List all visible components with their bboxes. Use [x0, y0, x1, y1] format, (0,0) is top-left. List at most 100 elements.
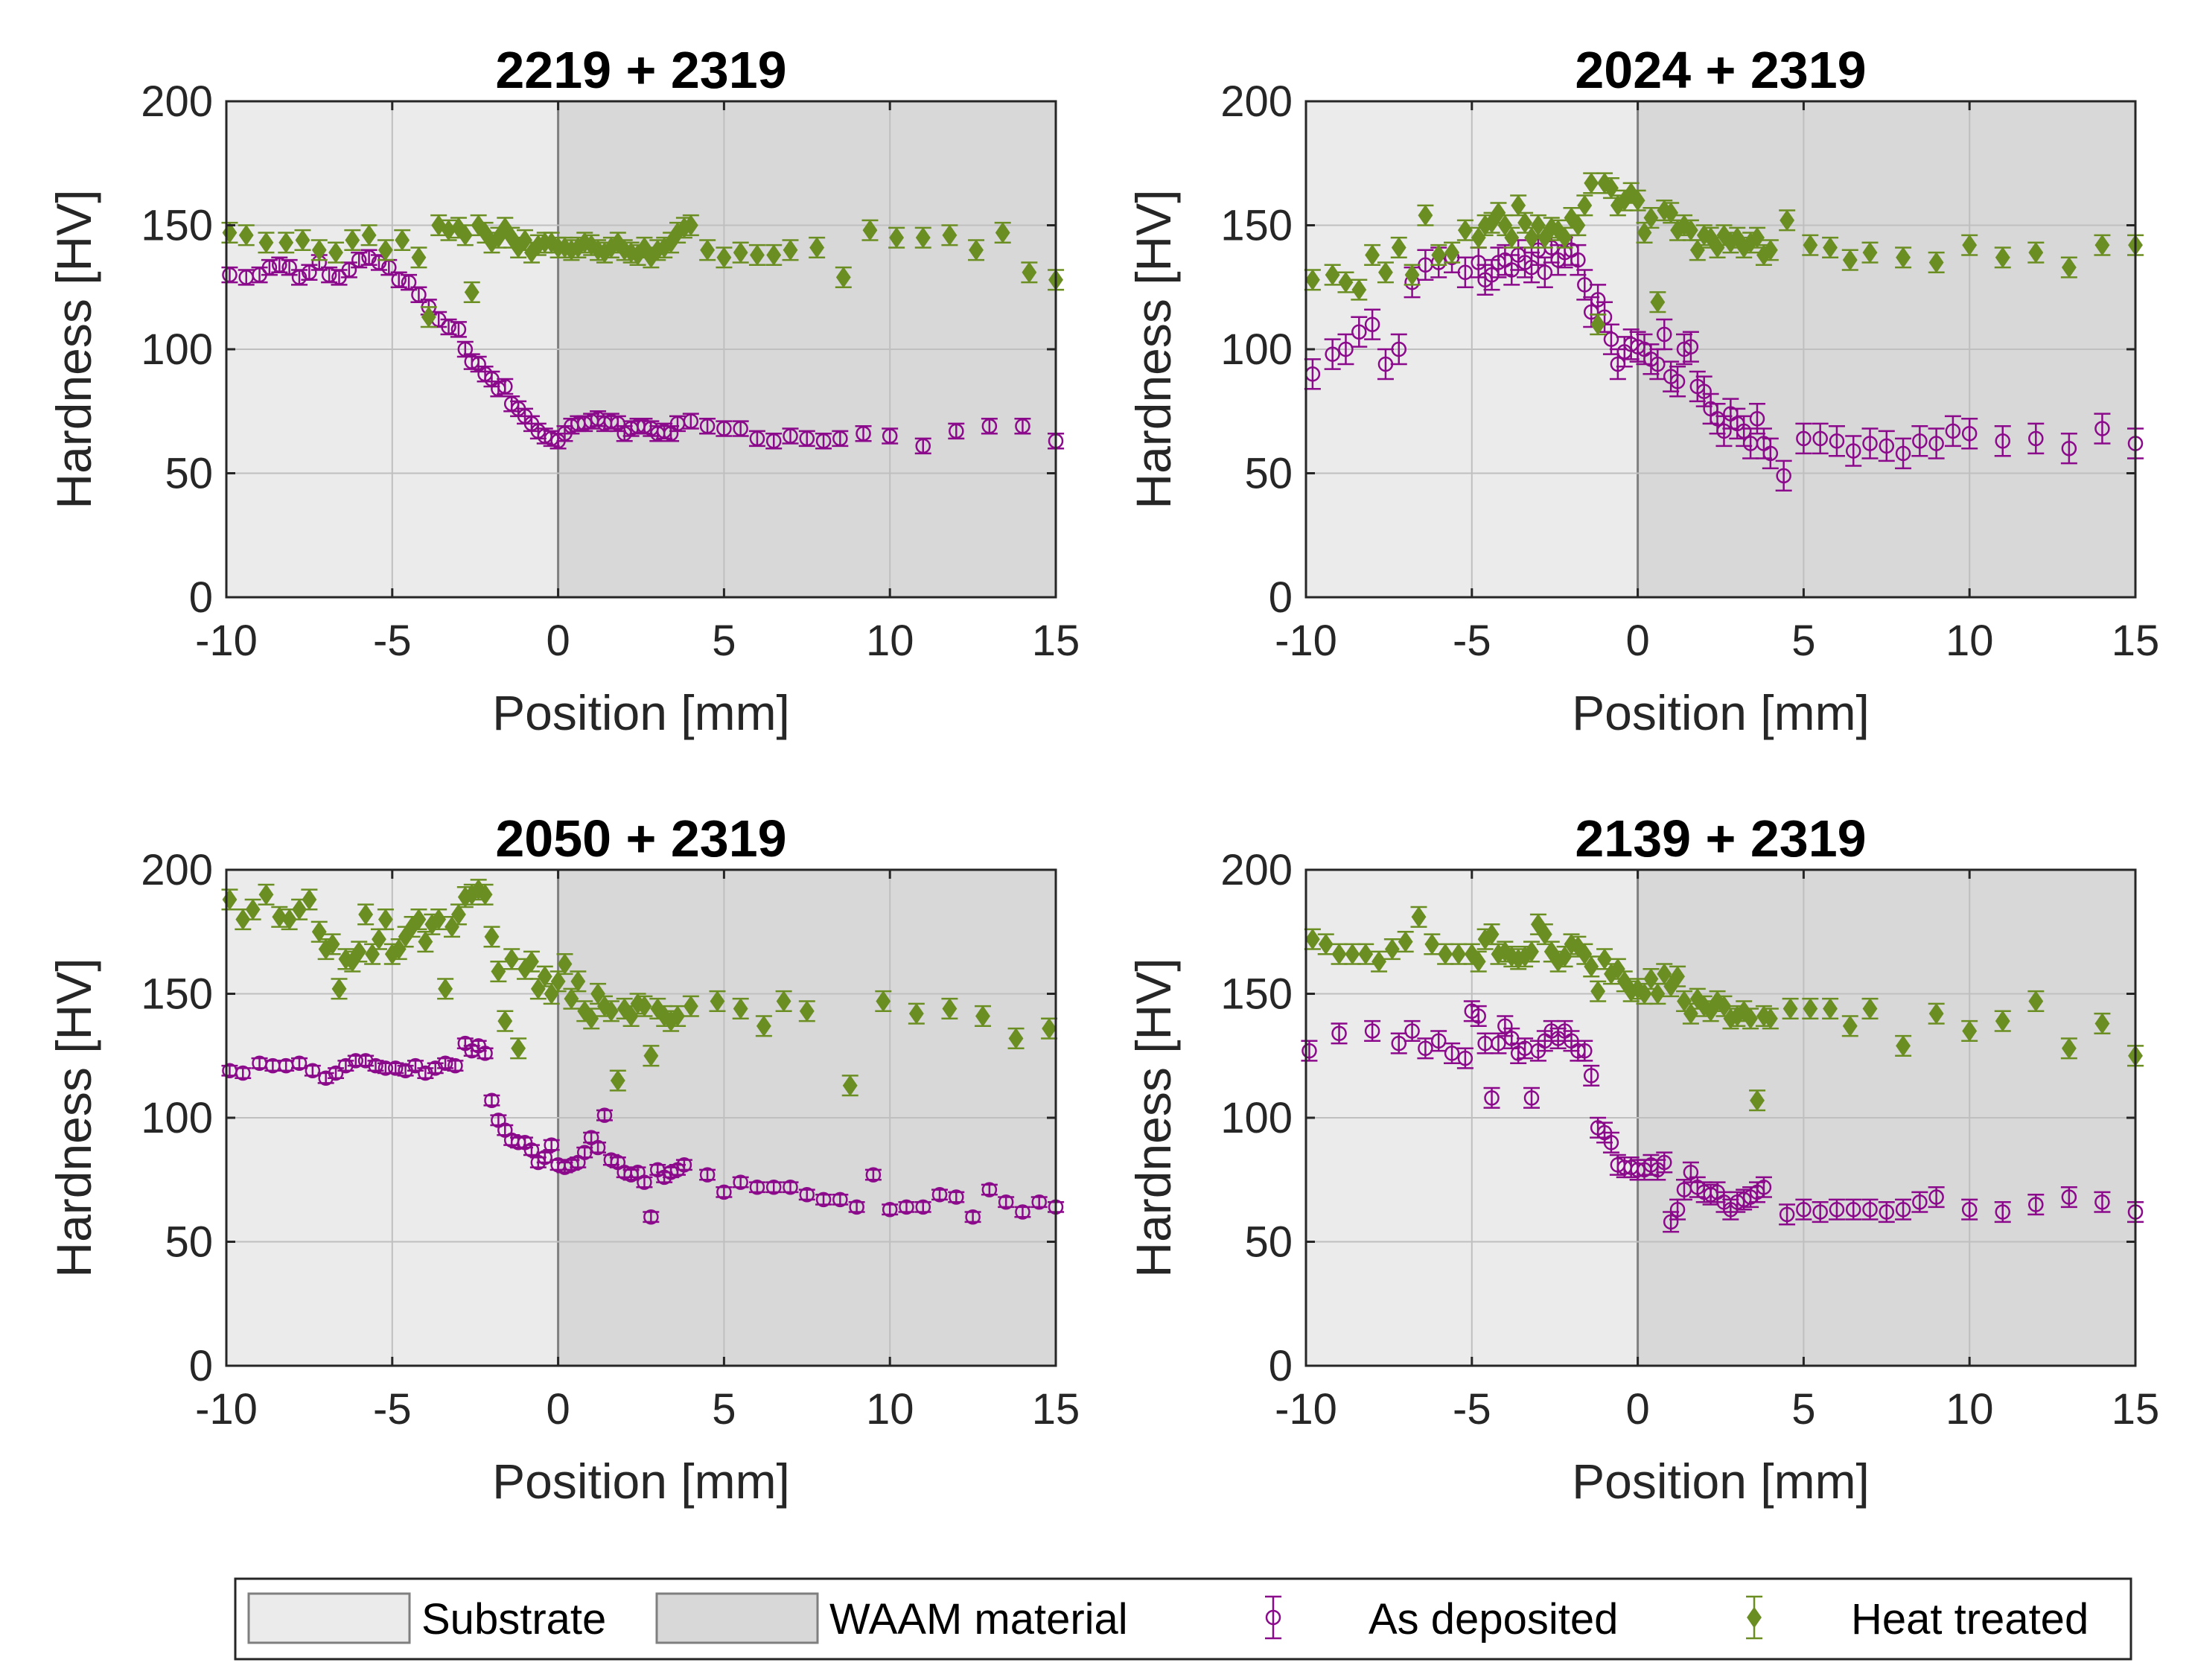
plot4-heat-treated-point-60-diamond — [1823, 998, 1838, 1019]
legend: Substrate WAAM material As deposited Hea… — [234, 1577, 2132, 1661]
plot3-heat-treated-point-65 — [732, 997, 749, 1020]
plot1-heat-treated-point-25-diamond — [517, 229, 532, 251]
plot2-heat-treated-point-59-diamond — [1823, 237, 1838, 258]
plot4-as-deposited-point-6 — [1430, 1030, 1447, 1052]
plot3-heat-treated-point-8 — [310, 920, 328, 943]
plot4-heat-treated-point-61-diamond — [1842, 1015, 1858, 1037]
plot4-as-deposited-point-30-circle — [1603, 1135, 1619, 1151]
plot3-heat-treated-point-49 — [583, 1008, 600, 1030]
plot1-as-deposited-point-7 — [301, 264, 318, 281]
plot4-heat-treated-point-13-diamond — [1471, 950, 1486, 973]
plot3-heat-treated-point-53 — [609, 1069, 626, 1092]
plot4-xtick-label--10: -10 — [1275, 1385, 1337, 1434]
plot1-as-deposited-point-21 — [440, 318, 457, 336]
plot1-heat-treated-point-4 — [294, 229, 311, 252]
plot2-heat-treated-point-5-diamond — [1378, 261, 1393, 284]
plot1-heat-treated-point-61 — [914, 226, 931, 249]
plot2-heat-treated-point-38 — [1643, 206, 1660, 229]
plot3-heat-treated-point-7-diamond — [302, 888, 317, 911]
plot4-xlabel: Position [mm] — [1572, 1454, 1870, 1509]
plot4-heat-treated-point-43 — [1669, 965, 1686, 987]
plot1-heat-treated-point-12-diamond — [421, 306, 436, 328]
plot4-as-deposited-point-12-circle — [1484, 1090, 1500, 1106]
plot1-heat-treated-point-63 — [968, 239, 985, 261]
plot1-as-deposited-point-71-circle — [1015, 418, 1030, 434]
legend-heat-treated-glyph — [1746, 1595, 1762, 1640]
plot1-as-deposited-point-5 — [281, 258, 298, 276]
plot1-heat-treated-point-50 — [682, 214, 699, 237]
plot2-heat-treated-point-1-diamond — [1325, 264, 1340, 286]
plot3-xtick-label-15: 15 — [1032, 1385, 1080, 1434]
plot2-as-deposited-point-63 — [1878, 430, 1895, 462]
plot4-as-deposited-point-60-circle — [1879, 1204, 1895, 1220]
plot2-heat-treated-point-9-diamond — [1431, 244, 1447, 266]
plot3-as-deposited-point-67-circle — [899, 1199, 914, 1215]
plot4-xtick-label-5: 5 — [1791, 1385, 1815, 1434]
plot3-as-deposited-point-64-circle — [849, 1199, 864, 1215]
plot2-as-deposited-point-62-circle — [1862, 436, 1878, 451]
plot3-as-deposited-point-71-circle — [965, 1209, 981, 1225]
plot3-as-deposited-point-67 — [898, 1199, 915, 1215]
plot4-heat-treated-point-67-diamond — [2028, 990, 2044, 1012]
plot2-heat-treated-point-32 — [1602, 176, 1619, 200]
plot3-as-deposited-point-72-circle — [981, 1182, 998, 1197]
plot4-heat-treated-point-0-diamond — [1304, 928, 1320, 950]
plot3-xtick-label--5: -5 — [373, 1385, 412, 1434]
plot3-as-deposited-point-10-circle — [348, 1053, 364, 1069]
plot4-as-deposited-point-57 — [1828, 1198, 1845, 1221]
plot4-as-deposited-point-26 — [1576, 1040, 1593, 1062]
plot3-heat-treated-point-4-diamond — [272, 906, 287, 928]
plot1-ylabel: Hardness [HV] — [46, 189, 101, 509]
plot1-as-deposited-point-9-circle — [321, 267, 337, 283]
plot2-heat-treated-point-45 — [1689, 239, 1706, 261]
plot1-heat-treated-point-8-diamond — [361, 224, 377, 246]
plot3-heat-treated-point-69-diamond — [842, 1075, 858, 1097]
plot3-heat-treated-point-38-diamond — [511, 1037, 526, 1060]
plot3-heat-treated-point-46-diamond — [564, 987, 579, 1010]
plot1-heat-treated-point-16-diamond — [457, 224, 473, 246]
plot4-heat-treated-point-44 — [1675, 990, 1692, 1013]
plot3-heat-treated-point-35 — [490, 960, 507, 983]
plot1-heat-treated-point-10-diamond — [395, 229, 410, 251]
plot2-heat-treated-point-9 — [1430, 244, 1447, 267]
plot2-heat-treated-point-7-diamond — [1404, 264, 1420, 286]
plot2-heat-treated-point-8 — [1417, 204, 1434, 226]
plot3-ytick-label-100: 100 — [141, 1094, 213, 1142]
plot3-heat-treated-point-11 — [331, 978, 348, 1000]
plot2-heat-treated-point-2 — [1337, 271, 1354, 293]
plot1-heat-treated-point-3 — [278, 232, 295, 254]
plot4-as-deposited-point-1 — [1331, 1022, 1348, 1045]
plot4-as-deposited-point-65-circle — [1995, 1204, 2011, 1220]
plot3-as-deposited-point-63-circle — [832, 1191, 848, 1208]
plot4-heat-treated-point-64-diamond — [1928, 1002, 1944, 1025]
plot4-ylabel: Hardness [HV] — [1126, 958, 1181, 1277]
plot3-heat-treated-point-23-diamond — [411, 909, 427, 930]
plot2-as-deposited-point-30-circle — [1590, 292, 1606, 308]
plot4-as-deposited-point-40-circle — [1669, 1201, 1686, 1218]
plot1-heat-treated-point-51-diamond — [700, 239, 716, 261]
plot4-heat-treated-point-10-diamond — [1438, 943, 1453, 965]
plot3-heat-treated-point-14 — [351, 941, 368, 963]
plot4-heat-treated-point-65 — [1961, 1019, 1978, 1043]
plot3-heat-treated-point-33 — [477, 883, 494, 906]
plot3-heat-treated-point-66 — [755, 1015, 772, 1037]
plot1-heat-treated-point-54-diamond — [750, 244, 765, 266]
plot3-heat-treated-point-3 — [258, 883, 275, 906]
plot4-heat-treated-point-66-diamond — [1995, 1010, 2010, 1032]
plot2-as-deposited-point-62 — [1861, 427, 1879, 459]
plot2-as-deposited-point-42-circle — [1669, 374, 1686, 389]
plot2-as-deposited-point-63-circle — [1879, 438, 1895, 454]
plot3-heat-treated-point-47 — [570, 970, 587, 993]
plot1-heat-treated-point-56-diamond — [783, 239, 798, 261]
plot2-heat-treated-point-62 — [1895, 246, 1912, 269]
plot3-as-deposited-point-1-circle — [235, 1065, 251, 1081]
plot2-as-deposited-point-58 — [1795, 422, 1812, 455]
plot3-as-deposited-point-6 — [304, 1063, 321, 1078]
plot1-as-deposited-point-7-circle — [302, 264, 317, 281]
plot1-xtick-label--5: -5 — [373, 617, 412, 665]
plot4-as-deposited-point-8-circle — [1457, 1050, 1473, 1066]
plot4-heat-treated-point-30-diamond — [1584, 955, 1599, 978]
plot3-as-deposited-point-58 — [748, 1179, 765, 1195]
plot3-as-deposited-point-12 — [367, 1057, 384, 1074]
